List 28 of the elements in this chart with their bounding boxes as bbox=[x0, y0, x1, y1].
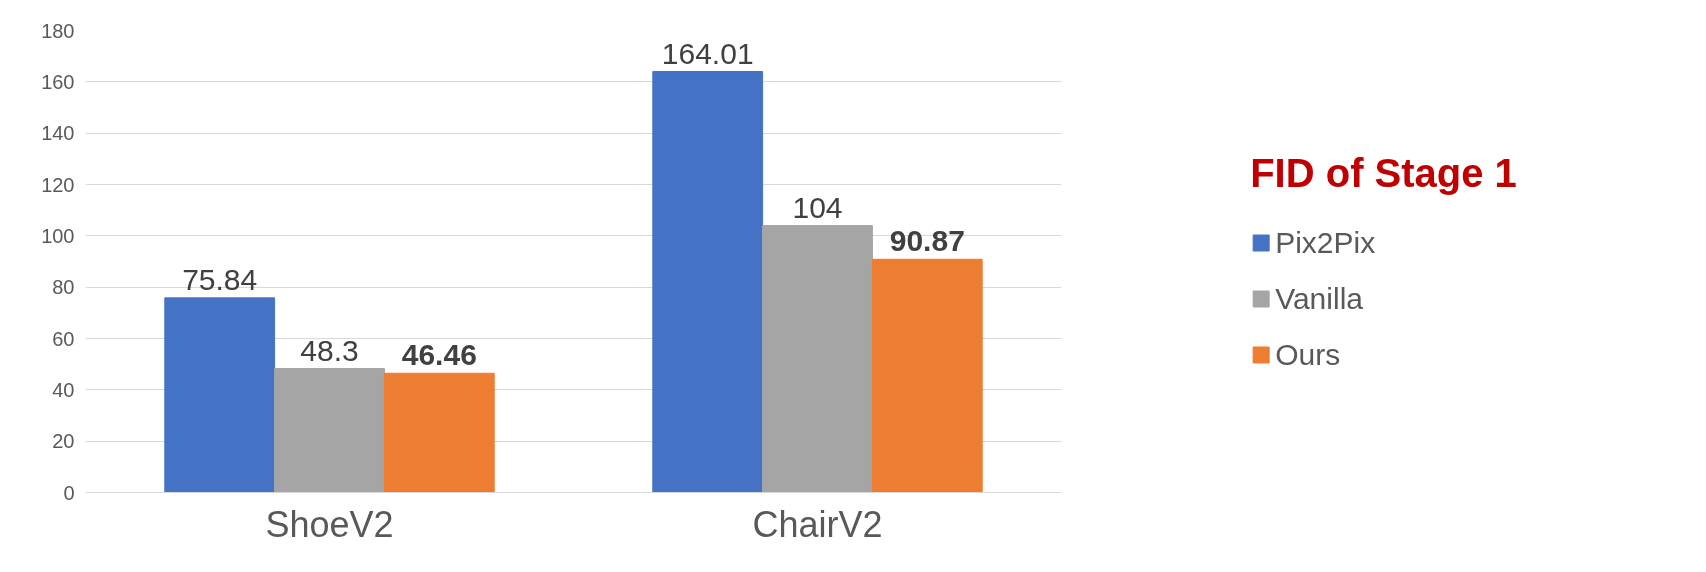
y-tick-label: 40 bbox=[52, 378, 75, 401]
legend-label: Vanilla bbox=[1275, 281, 1363, 316]
legend-label: Pix2Pix bbox=[1275, 225, 1376, 260]
data-label: 48.3 bbox=[300, 333, 359, 367]
bar bbox=[274, 368, 385, 493]
data-label: 75.84 bbox=[182, 262, 258, 296]
y-tick-label: 20 bbox=[52, 430, 75, 453]
data-label: 104 bbox=[792, 190, 843, 224]
text: FID of Stage 1 bbox=[1250, 150, 1517, 196]
bar bbox=[871, 258, 983, 493]
y-tick-label: 0 bbox=[63, 481, 75, 504]
bar bbox=[652, 71, 764, 493]
data-label: 46.46 bbox=[401, 338, 477, 372]
bar bbox=[164, 297, 276, 493]
x-tick-label: ShoeV2 bbox=[265, 503, 394, 545]
y-tick-label: 60 bbox=[52, 327, 75, 350]
data-label: 164.01 bbox=[661, 36, 754, 70]
y-tick-label: 80 bbox=[52, 276, 75, 299]
y-tick-label: 100 bbox=[41, 224, 75, 247]
legend-label: Ours bbox=[1275, 337, 1341, 372]
y-tick-label: 180 bbox=[41, 19, 75, 42]
y-tick-label: 160 bbox=[41, 70, 75, 93]
bar bbox=[762, 225, 873, 493]
x-tick-label: ChairV2 bbox=[752, 503, 883, 545]
data-label: 90.87 bbox=[889, 224, 965, 258]
y-tick-label: 140 bbox=[41, 122, 75, 145]
y-tick-label: 120 bbox=[41, 173, 75, 196]
bar bbox=[383, 372, 495, 493]
